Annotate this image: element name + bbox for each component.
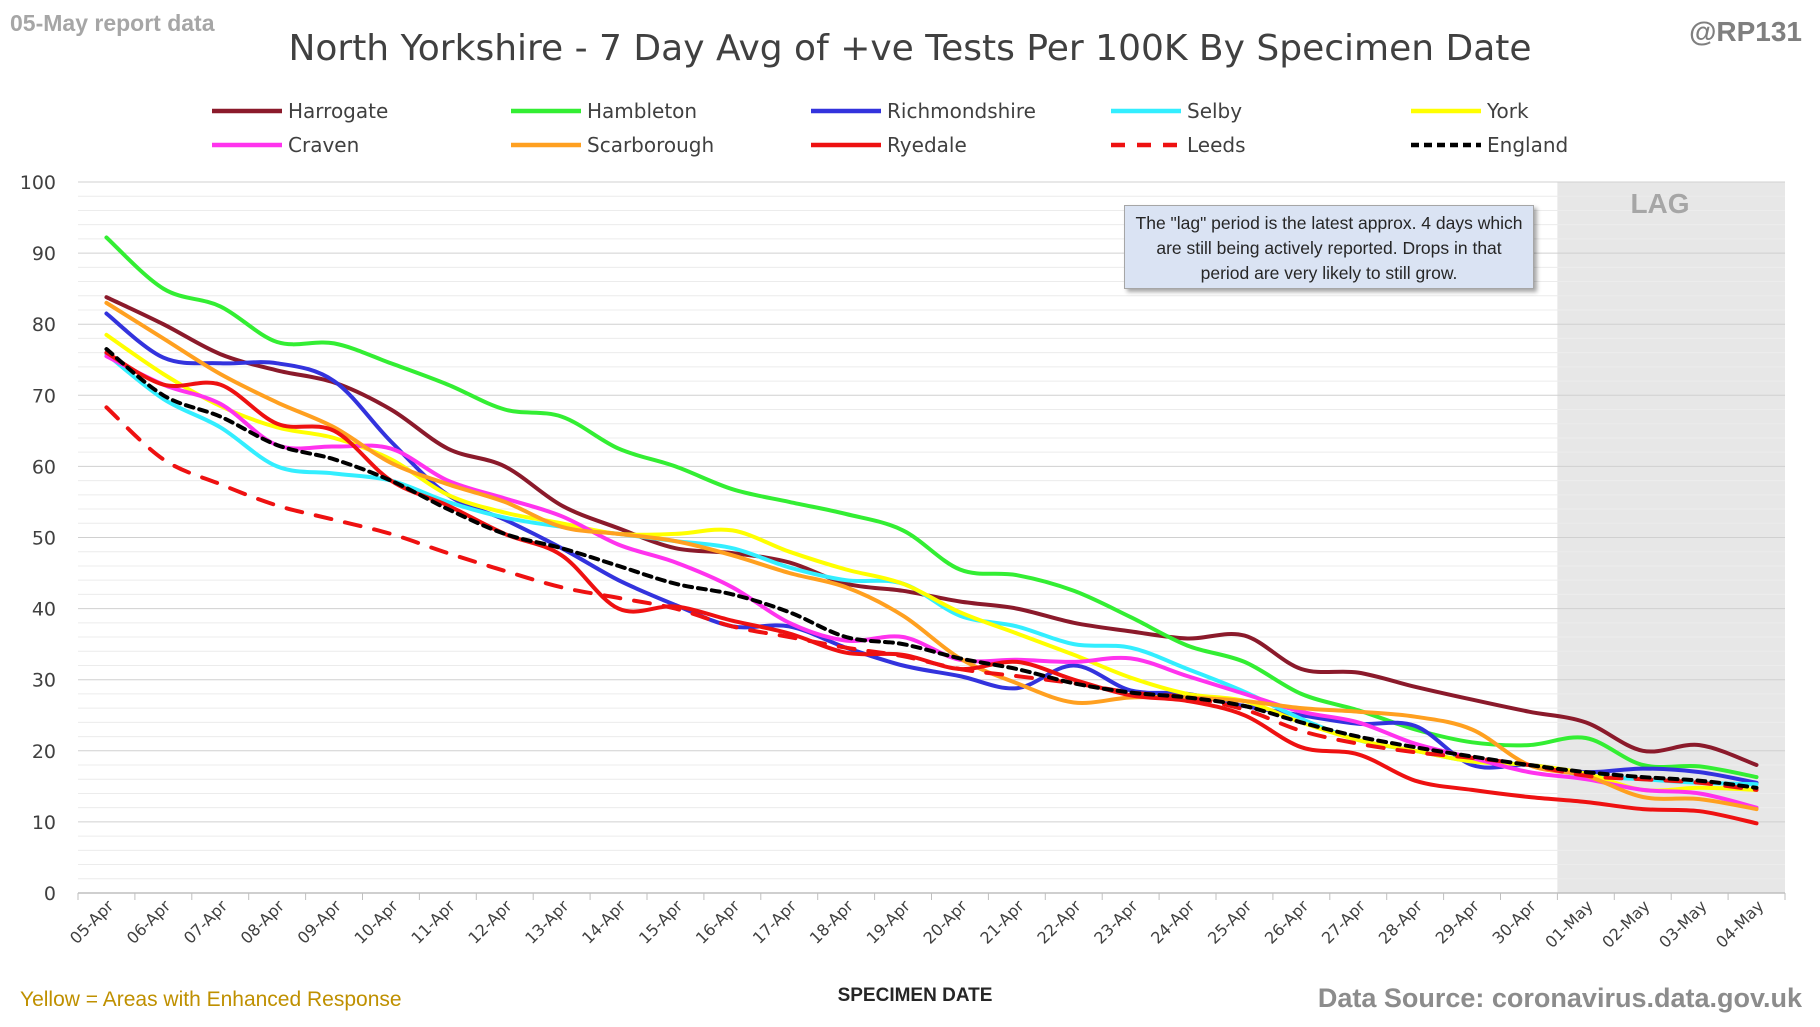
legend-label: Ryedale [887,133,967,157]
x-tick-label: 15-Apr [635,896,687,948]
x-tick-label: 10-Apr [351,896,403,948]
series-line-leeds [104,405,1759,792]
x-tick-label: 02-May [1598,896,1653,951]
legend-label: Leeds [1187,133,1246,157]
y-tick-label: 70 [32,385,56,407]
series-line-england [104,347,1759,790]
series-line-selby [104,352,1759,787]
x-tick-label: 28-Apr [1375,896,1427,948]
y-tick-label: 40 [32,599,56,621]
x-tick-label: 11-Apr [407,896,459,948]
x-tick-label: 08-Apr [237,896,289,948]
lag-note-box: The "lag" period is the latest approx. 4… [1124,205,1534,289]
x-tick-label: 21-Apr [976,896,1028,948]
legend-label: England [1487,133,1568,157]
x-tick-label: 06-Apr [123,896,175,948]
x-tick-label: 19-Apr [863,896,915,948]
series-line-ryedale [104,350,1759,826]
legend-label: Hambleton [587,99,697,123]
x-tick-label: 07-Apr [180,896,232,948]
x-tick-label: 14-Apr [578,896,630,948]
x-tick-label: 01-May [1541,896,1596,951]
legend-label: Harrogate [288,99,388,123]
y-tick-label: 0 [44,883,56,905]
x-tick-label: 25-Apr [1204,896,1256,948]
x-tick-label: 29-Apr [1432,896,1484,948]
x-tick-label: 13-Apr [521,896,573,948]
x-tick-label: 30-Apr [1489,896,1541,948]
x-tick-label: 05-Apr [66,896,118,948]
y-tick-label: 90 [32,243,56,265]
x-tick-label: 16-Apr [692,896,744,948]
data-source: Data Source: coronavirus.data.gov.uk [1317,983,1802,1013]
series-line-scarborough [104,300,1759,812]
legend-label: York [1486,99,1529,123]
y-tick-label: 20 [32,741,56,763]
x-tick-label: 24-Apr [1147,896,1199,948]
x-tick-label: 03-May [1655,896,1710,951]
legend-label: Selby [1187,99,1242,123]
series-line-hambleton [104,235,1759,780]
x-tick-label: 09-Apr [294,896,346,948]
x-tick-label: 26-Apr [1261,896,1313,948]
enhanced-response-note: Yellow = Areas with Enhanced Response [20,988,402,1011]
y-tick-label: 80 [32,314,56,336]
legend-label: Scarborough [587,133,714,157]
y-tick-label: 30 [32,670,56,692]
y-tick-label: 100 [20,172,56,194]
x-axis-title: SPECIMEN DATE [837,985,993,1006]
lag-label: LAG [1630,188,1690,219]
x-tick-label: 23-Apr [1090,896,1142,948]
series-line-richmondshire [104,311,1759,785]
x-tick-label: 20-Apr [920,896,972,948]
legend-label: Richmondshire [887,99,1036,123]
y-tick-label: 60 [32,456,56,478]
x-tick-label: 27-Apr [1318,896,1370,948]
y-tick-label: 10 [32,812,56,834]
report-date-label: 05-May report data [10,10,215,36]
legend-label: Craven [288,133,359,157]
author-handle: @RP131 [1689,16,1802,47]
x-tick-label: 22-Apr [1033,896,1085,948]
y-tick-label: 50 [32,528,56,550]
x-tick-label: 17-Apr [749,896,801,948]
x-tick-label: 12-Apr [464,896,516,948]
x-tick-label: 04-May [1712,896,1767,951]
x-tick-label: 18-Apr [806,896,858,948]
chart-title: North Yorkshire - 7 Day Avg of +ve Tests… [288,28,1532,69]
